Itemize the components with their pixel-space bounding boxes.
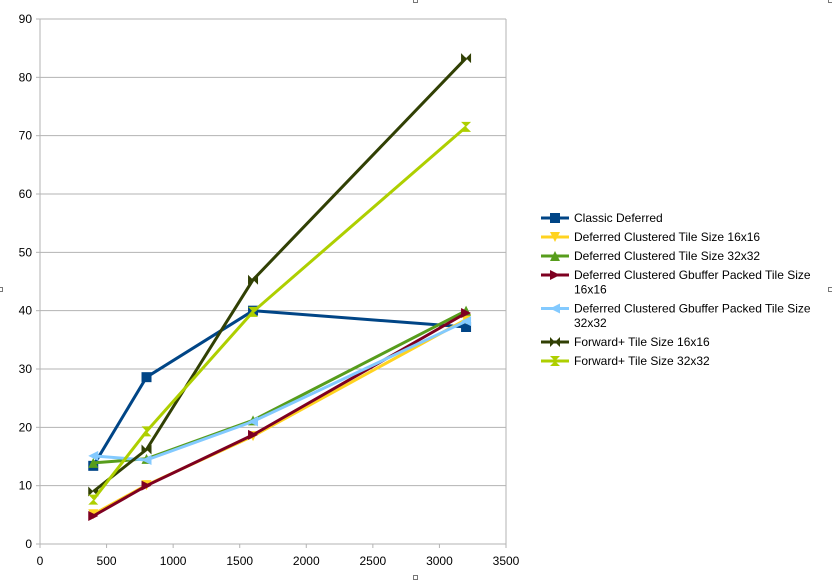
tick-labels: 0 10 20 30 40 50 60 70 80 90 0 500 1000 1500 2000 2500 3… [19, 12, 520, 568]
legend-marker [550, 232, 560, 242]
legend-item-7: Forward+ Tile Size 32x32 [541, 354, 710, 368]
series-line [92, 57, 468, 493]
y-tick-label: 80 [19, 70, 33, 84]
legend-item-1: Classic Deferred [541, 211, 663, 225]
legend: Classic Deferred Deferred Clustered Tile … [541, 211, 811, 368]
data-point [248, 274, 259, 285]
legend-label: Forward+ Tile Size 32x32 [574, 354, 710, 368]
legend-label: Deferred Clustered Tile Size 32x32 [574, 249, 760, 263]
data-point [248, 306, 259, 317]
series-5 [88, 316, 472, 465]
x-tick-label: 1500 [226, 554, 253, 568]
x-tick-label: 3000 [426, 554, 453, 568]
selection-handle-top-right[interactable] [828, 0, 832, 3]
legend-label: Deferred Clustered Tile Size 16x16 [574, 230, 760, 244]
y-tick-label: 0 [25, 537, 32, 551]
selection-handle-left[interactable] [0, 287, 3, 292]
legend-marker [550, 270, 560, 280]
series-6 [88, 53, 472, 497]
selection-handle-bottom[interactable] [413, 575, 418, 580]
series-3 [88, 305, 472, 468]
x-tick-label: 1000 [160, 554, 187, 568]
data-point [141, 426, 152, 437]
data-point [248, 429, 259, 440]
data-point [461, 316, 472, 327]
gridlines [40, 18, 506, 545]
legend-marker [550, 213, 560, 223]
legend-marker [550, 356, 560, 366]
series-line [92, 311, 467, 518]
series-4 [88, 308, 472, 521]
data-point [141, 372, 152, 383]
axes [36, 18, 507, 548]
data-point [461, 322, 472, 332]
data-point [88, 494, 99, 505]
data-point [88, 457, 99, 468]
data-point [461, 121, 472, 132]
series-line [93, 319, 467, 462]
data-point [88, 450, 99, 461]
series-lines [88, 53, 472, 521]
data-point [88, 486, 99, 497]
legend-item-2: Deferred Clustered Tile Size 16x16 [541, 230, 760, 244]
selection-handle-top[interactable] [413, 0, 418, 3]
y-tick-label: 30 [19, 362, 33, 376]
series-7 [88, 121, 472, 505]
legend-item-5: Deferred Clustered Gbuffer Packed Tile S… [541, 302, 811, 331]
y-tick-label: 90 [19, 12, 33, 26]
x-tick-label: 2000 [293, 554, 320, 568]
legend-item-4: Deferred Clustered Gbuffer Packed Tile S… [541, 268, 811, 297]
legend-label: Deferred Clustered Gbuffer Packed Tile S… [574, 268, 811, 297]
y-tick-label: 10 [19, 479, 33, 493]
data-point [141, 444, 152, 455]
x-tick-label: 3500 [493, 554, 520, 568]
x-tick-label: 500 [97, 554, 117, 568]
series-line [93, 309, 467, 465]
data-point [141, 480, 152, 491]
y-tick-label: 40 [19, 304, 33, 318]
data-point [141, 455, 152, 465]
data-point [461, 308, 472, 318]
selection-handle-right[interactable] [828, 287, 832, 292]
legend-item-3: Deferred Clustered Tile Size 32x32 [541, 249, 760, 263]
legend-label: Deferred Clustered Gbuffer Packed Tile S… [574, 302, 811, 331]
legend-marker [550, 337, 560, 347]
data-point [248, 416, 259, 427]
series-1 [88, 305, 472, 471]
data-point [88, 511, 99, 521]
series-line [92, 125, 468, 501]
y-tick-label: 20 [19, 420, 33, 434]
legend-marker [550, 303, 560, 314]
y-tick-label: 50 [19, 245, 33, 259]
legend-label: Forward+ Tile Size 16x16 [574, 335, 710, 349]
x-tick-label: 0 [37, 554, 44, 568]
legend-marker [550, 251, 560, 261]
series-line [92, 309, 467, 467]
data-point [461, 53, 472, 64]
legend-item-6: Forward+ Tile Size 16x16 [541, 335, 710, 349]
y-tick-label: 70 [19, 129, 33, 143]
legend-label: Classic Deferred [574, 211, 663, 225]
y-tick-label: 60 [19, 187, 33, 201]
x-tick-label: 2500 [360, 554, 387, 568]
